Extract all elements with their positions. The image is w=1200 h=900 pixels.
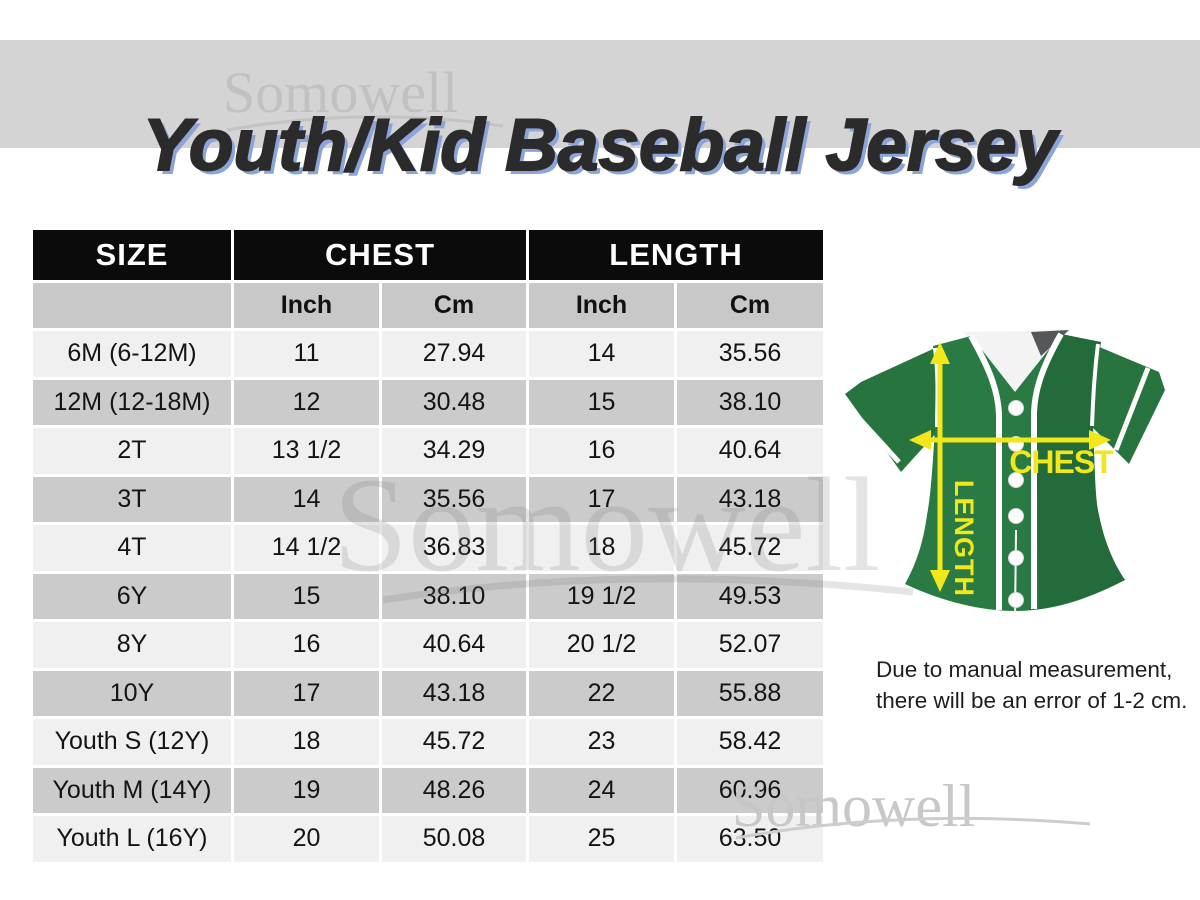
jersey-right-piping	[1031, 332, 1064, 609]
table-row: Youth M (14Y) 19 48.26 24 60.96	[30, 764, 827, 816]
jersey-graphic: CHEST LENGTH	[845, 330, 1165, 621]
value-cell: 17	[231, 667, 382, 719]
value-cell: 36.83	[378, 522, 530, 574]
size-cell: 6Y	[30, 570, 234, 622]
table-subheader-row: Inch Cm Inch Cm	[30, 280, 827, 331]
value-cell: 25	[526, 813, 678, 865]
value-cell: 45.72	[674, 522, 827, 574]
length-arrow	[930, 342, 950, 592]
value-cell: 52.07	[674, 619, 827, 671]
size-cell: Youth S (12Y)	[30, 716, 234, 768]
value-cell: 18	[526, 522, 678, 574]
value-cell: 11	[231, 328, 382, 380]
value-cell: 48.26	[378, 764, 530, 816]
value-cell: 16	[231, 619, 382, 671]
table-row: 6Y 15 38.10 19 1/2 49.53	[30, 570, 827, 622]
value-cell: 35.56	[378, 473, 530, 525]
value-cell: 40.64	[674, 425, 827, 477]
chest-arrow	[909, 430, 1111, 450]
subheader-empty-cell	[30, 280, 234, 331]
length-label: LENGTH	[949, 480, 979, 597]
col-header-size: SIZE	[30, 227, 234, 283]
value-cell: 14	[526, 328, 678, 380]
value-cell: 50.08	[378, 813, 530, 865]
title-banner: Somowell Youth/Kid Baseball Jersey	[0, 40, 1200, 187]
value-cell: 38.10	[674, 376, 827, 428]
value-cell: 20	[231, 813, 382, 865]
subheader-length-cm: Cm	[674, 280, 827, 331]
jersey-shading	[1036, 334, 1125, 609]
value-cell: 14	[231, 473, 382, 525]
col-header-chest: CHEST	[230, 227, 530, 283]
value-cell: 14 1/2	[231, 522, 382, 574]
table-row: 4T 14 1/2 36.83 18 45.72	[30, 522, 827, 574]
size-cell: 10Y	[30, 667, 234, 719]
size-table: SIZE CHEST LENGTH Inch Cm Inch Cm 6M (6-…	[30, 227, 827, 865]
note-line-1: Due to manual measurement,	[876, 657, 1173, 682]
value-cell: 34.29	[378, 425, 530, 477]
size-cell: 3T	[30, 473, 234, 525]
subheader-length-inch: Inch	[526, 280, 678, 331]
chest-label: CHEST	[1009, 444, 1114, 480]
subheader-chest-inch: Inch	[231, 280, 382, 331]
value-cell: 22	[526, 667, 678, 719]
size-cell: Youth M (14Y)	[30, 764, 234, 816]
size-cell: 2T	[30, 425, 234, 477]
table-row: 10Y 17 43.18 22 55.88	[30, 667, 827, 719]
table-row: Youth L (16Y) 20 50.08 25 63.50	[30, 813, 827, 865]
page-title: Youth/Kid Baseball Jersey	[142, 104, 1058, 187]
note-line-2: there will be an error of 1-2 cm.	[876, 688, 1188, 713]
size-cell: 4T	[30, 522, 234, 574]
size-cell: 6M (6-12M)	[30, 328, 234, 380]
table-header-row: SIZE CHEST LENGTH	[30, 227, 827, 283]
value-cell: 35.56	[674, 328, 827, 380]
value-cell: 12	[231, 376, 382, 428]
value-cell: 24	[526, 764, 678, 816]
value-cell: 17	[526, 473, 678, 525]
value-cell: 23	[526, 716, 678, 768]
value-cell: 60.96	[674, 764, 827, 816]
table-row: 8Y 16 40.64 20 1/2 52.07	[30, 619, 827, 671]
measurement-note: Due to manual measurement, there will be…	[876, 654, 1187, 716]
value-cell: 63.50	[674, 813, 827, 865]
jersey-right-seam	[1090, 343, 1100, 427]
value-cell: 43.18	[378, 667, 530, 719]
table-row: 6M (6-12M) 11 27.94 14 35.56	[30, 328, 827, 380]
jersey-left-piping	[968, 334, 1002, 610]
value-cell: 20 1/2	[526, 619, 678, 671]
jersey-left-cuff-stripe	[855, 414, 901, 464]
value-cell: 19	[231, 764, 382, 816]
subheader-chest-cm: Cm	[378, 280, 530, 331]
value-cell: 19 1/2	[526, 570, 678, 622]
value-cell: 15	[526, 376, 678, 428]
value-cell: 45.72	[378, 716, 530, 768]
value-cell: 15	[231, 570, 382, 622]
table-row: 2T 13 1/2 34.29 16 40.64	[30, 425, 827, 477]
value-cell: 18	[231, 716, 382, 768]
value-cell: 40.64	[378, 619, 530, 671]
value-cell: 13 1/2	[231, 425, 382, 477]
value-cell: 30.48	[378, 376, 530, 428]
value-cell: 27.94	[378, 328, 530, 380]
size-cell: 12M (12-18M)	[30, 376, 234, 428]
value-cell: 16	[526, 425, 678, 477]
size-cell: 8Y	[30, 619, 234, 671]
size-cell: Youth L (16Y)	[30, 813, 234, 865]
value-cell: 43.18	[674, 473, 827, 525]
table-row: 3T 14 35.56 17 43.18	[30, 473, 827, 525]
value-cell: 38.10	[378, 570, 530, 622]
value-cell: 58.42	[674, 716, 827, 768]
value-cell: 55.88	[674, 667, 827, 719]
value-cell: 49.53	[674, 570, 827, 622]
col-header-length: LENGTH	[526, 227, 827, 283]
table-row: 12M (12-18M) 12 30.48 15 38.10	[30, 376, 827, 428]
table-row: Youth S (12Y) 18 45.72 23 58.42	[30, 716, 827, 768]
jersey-right-cuff-stripe	[1113, 367, 1151, 451]
